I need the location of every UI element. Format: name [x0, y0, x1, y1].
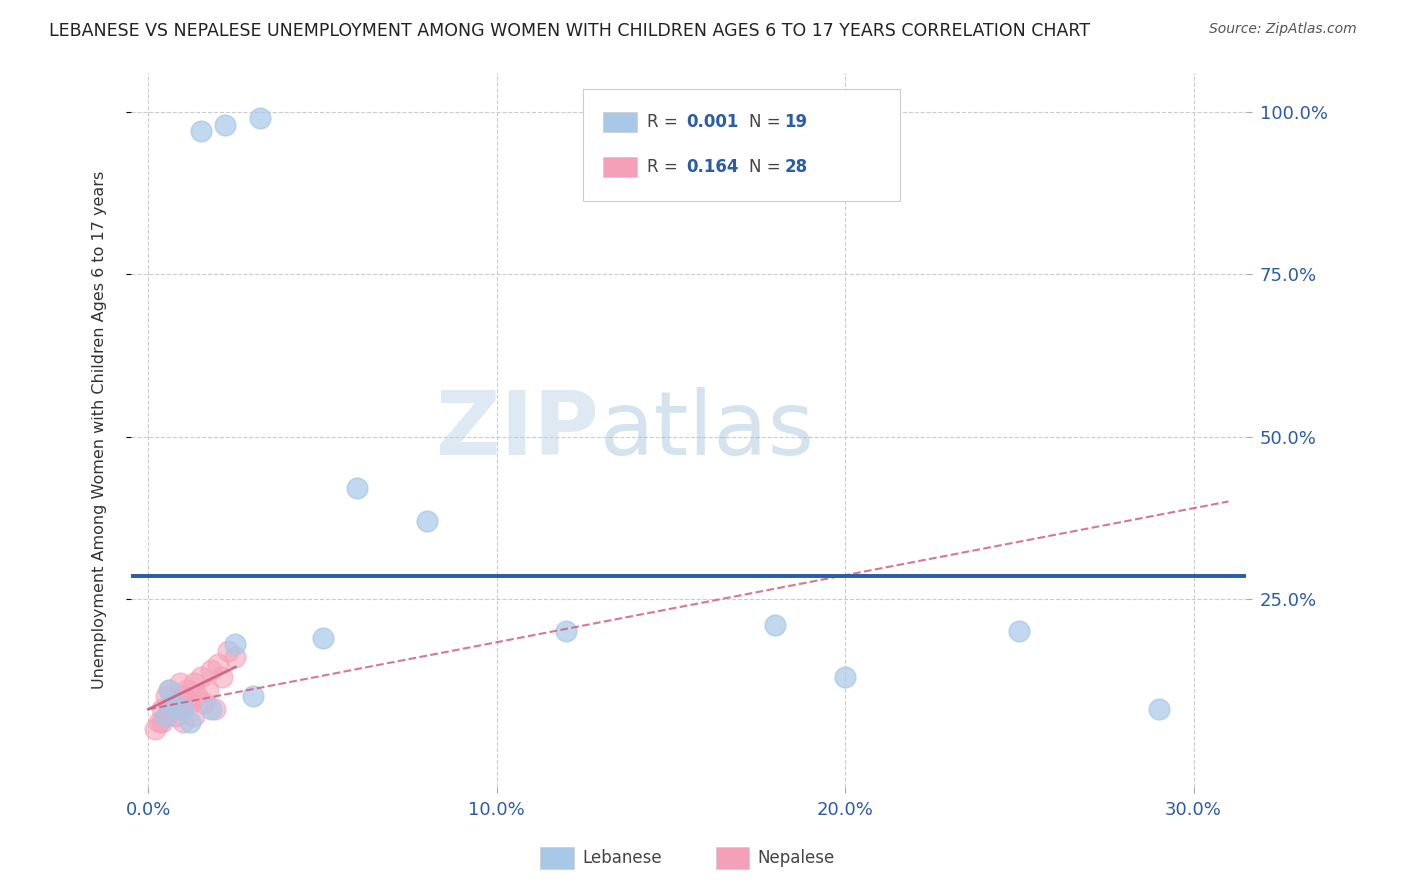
Point	[346, 482, 368, 496]
Point	[165, 708, 187, 723]
Point	[186, 690, 208, 704]
Text: Lebanese: Lebanese	[582, 849, 662, 867]
Point	[172, 702, 194, 716]
Point	[155, 708, 177, 723]
Point	[179, 715, 201, 730]
Point	[148, 715, 170, 730]
Point	[416, 514, 439, 528]
Point	[176, 682, 198, 697]
Point	[183, 708, 205, 723]
Point	[150, 715, 173, 730]
Point	[204, 702, 226, 716]
Point	[155, 708, 177, 723]
Point	[555, 624, 578, 639]
Point	[211, 670, 233, 684]
Point	[200, 663, 222, 677]
Point	[157, 682, 180, 697]
Text: atlas: atlas	[599, 386, 814, 474]
Point	[172, 715, 194, 730]
Point	[249, 112, 271, 126]
Text: N =: N =	[749, 113, 786, 131]
Point	[157, 682, 180, 697]
Point	[183, 676, 205, 690]
Text: N =: N =	[749, 158, 786, 176]
Point	[214, 118, 236, 132]
Text: ZIP: ZIP	[436, 386, 599, 474]
Text: R =: R =	[647, 158, 683, 176]
Point	[179, 696, 201, 710]
Text: 19: 19	[785, 113, 807, 131]
Point	[1008, 624, 1031, 639]
Point	[143, 722, 166, 736]
Point	[190, 670, 212, 684]
Point	[242, 690, 264, 704]
Point	[1147, 702, 1170, 716]
Point	[157, 702, 180, 716]
Point	[162, 696, 184, 710]
Point	[224, 650, 246, 665]
Point	[190, 124, 212, 138]
Point	[193, 696, 215, 710]
Point	[172, 702, 194, 716]
Point	[311, 631, 333, 645]
Point	[169, 676, 191, 690]
Text: 0.164: 0.164	[686, 158, 738, 176]
Point	[155, 690, 177, 704]
Point	[207, 657, 229, 671]
Point	[172, 690, 194, 704]
Text: 28: 28	[785, 158, 807, 176]
Point	[197, 682, 219, 697]
Point	[162, 696, 184, 710]
Text: Source: ZipAtlas.com: Source: ZipAtlas.com	[1209, 22, 1357, 37]
Point	[765, 617, 787, 632]
Text: R =: R =	[647, 113, 683, 131]
Point	[200, 702, 222, 716]
Text: Nepalese: Nepalese	[758, 849, 835, 867]
Point	[150, 702, 173, 716]
Text: LEBANESE VS NEPALESE UNEMPLOYMENT AMONG WOMEN WITH CHILDREN AGES 6 TO 17 YEARS C: LEBANESE VS NEPALESE UNEMPLOYMENT AMONG …	[49, 22, 1090, 40]
Point	[224, 637, 246, 651]
Point	[218, 644, 240, 658]
Point	[834, 670, 856, 684]
Text: 0.001: 0.001	[686, 113, 738, 131]
Y-axis label: Unemployment Among Women with Children Ages 6 to 17 years: Unemployment Among Women with Children A…	[93, 171, 107, 690]
